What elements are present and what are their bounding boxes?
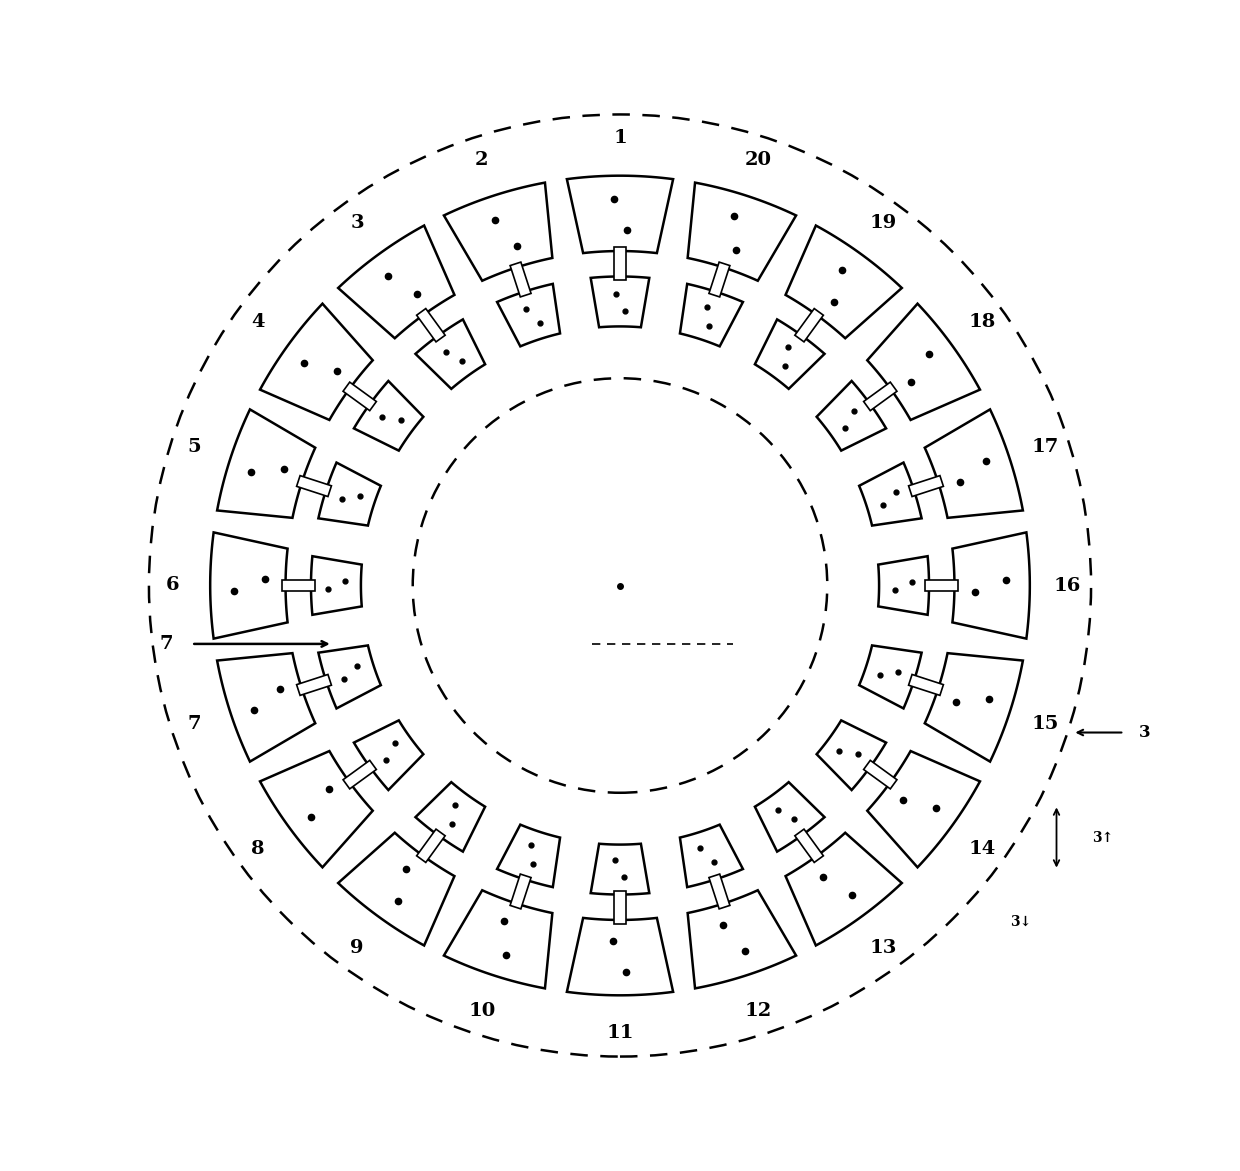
Text: 20: 20: [745, 151, 771, 169]
Polygon shape: [296, 475, 331, 497]
Polygon shape: [444, 183, 552, 281]
Polygon shape: [614, 247, 626, 280]
Polygon shape: [339, 833, 454, 945]
Text: 13: 13: [869, 938, 897, 957]
Polygon shape: [590, 844, 650, 895]
Polygon shape: [567, 176, 673, 253]
Polygon shape: [925, 653, 1023, 761]
Polygon shape: [311, 556, 362, 615]
Polygon shape: [417, 308, 445, 342]
Polygon shape: [343, 760, 377, 789]
Polygon shape: [867, 303, 980, 420]
Text: 3↓: 3↓: [1009, 915, 1032, 929]
Polygon shape: [353, 381, 423, 451]
Polygon shape: [952, 533, 1029, 638]
Text: 5: 5: [187, 438, 201, 457]
Polygon shape: [688, 890, 796, 988]
Text: 15: 15: [1032, 714, 1059, 733]
Polygon shape: [680, 824, 743, 888]
Text: 9: 9: [350, 938, 363, 957]
Polygon shape: [217, 410, 315, 518]
Polygon shape: [444, 890, 552, 988]
Polygon shape: [909, 475, 944, 497]
Text: 10: 10: [467, 1002, 495, 1020]
Polygon shape: [909, 674, 944, 696]
Polygon shape: [415, 782, 485, 851]
Polygon shape: [709, 262, 730, 297]
Text: 11: 11: [606, 1023, 634, 1042]
Polygon shape: [863, 382, 897, 411]
Text: 12: 12: [745, 1002, 773, 1020]
Polygon shape: [211, 533, 288, 638]
Polygon shape: [260, 303, 373, 420]
Text: 18: 18: [968, 314, 996, 331]
Polygon shape: [343, 382, 377, 411]
Polygon shape: [817, 381, 887, 451]
Polygon shape: [755, 320, 825, 389]
Text: 2: 2: [475, 151, 489, 169]
Text: 4: 4: [252, 314, 264, 331]
Polygon shape: [795, 829, 823, 863]
Polygon shape: [319, 645, 381, 708]
Text: 3: 3: [1140, 724, 1151, 741]
Text: 8: 8: [252, 840, 264, 857]
Polygon shape: [817, 720, 887, 790]
Text: 6: 6: [166, 576, 180, 595]
Polygon shape: [296, 674, 331, 696]
Polygon shape: [353, 720, 423, 790]
Polygon shape: [415, 320, 485, 389]
Polygon shape: [510, 874, 531, 909]
Polygon shape: [709, 874, 730, 909]
Polygon shape: [497, 824, 560, 888]
Text: 17: 17: [1032, 438, 1059, 457]
Polygon shape: [786, 226, 901, 338]
Text: 7: 7: [159, 635, 172, 653]
Polygon shape: [863, 760, 897, 789]
Text: 19: 19: [869, 214, 897, 233]
Text: 1: 1: [613, 129, 627, 148]
Polygon shape: [217, 653, 315, 761]
Polygon shape: [510, 262, 531, 297]
Polygon shape: [867, 751, 980, 868]
Polygon shape: [319, 463, 381, 526]
Polygon shape: [590, 276, 650, 327]
Polygon shape: [567, 918, 673, 995]
Polygon shape: [339, 226, 454, 338]
Polygon shape: [755, 782, 825, 851]
Text: 7: 7: [187, 714, 201, 733]
Text: 3: 3: [350, 214, 363, 233]
Text: 14: 14: [968, 840, 996, 857]
Polygon shape: [925, 580, 959, 591]
Text: 3↑: 3↑: [1092, 830, 1114, 844]
Polygon shape: [688, 183, 796, 281]
Polygon shape: [680, 283, 743, 347]
Polygon shape: [795, 308, 823, 342]
Polygon shape: [786, 833, 901, 945]
Text: 16: 16: [1054, 576, 1081, 595]
Polygon shape: [497, 283, 560, 347]
Polygon shape: [925, 410, 1023, 518]
Polygon shape: [859, 645, 921, 708]
Polygon shape: [281, 580, 315, 591]
Polygon shape: [260, 751, 373, 868]
Polygon shape: [614, 891, 626, 924]
Polygon shape: [859, 463, 921, 526]
Polygon shape: [878, 556, 929, 615]
Polygon shape: [417, 829, 445, 863]
